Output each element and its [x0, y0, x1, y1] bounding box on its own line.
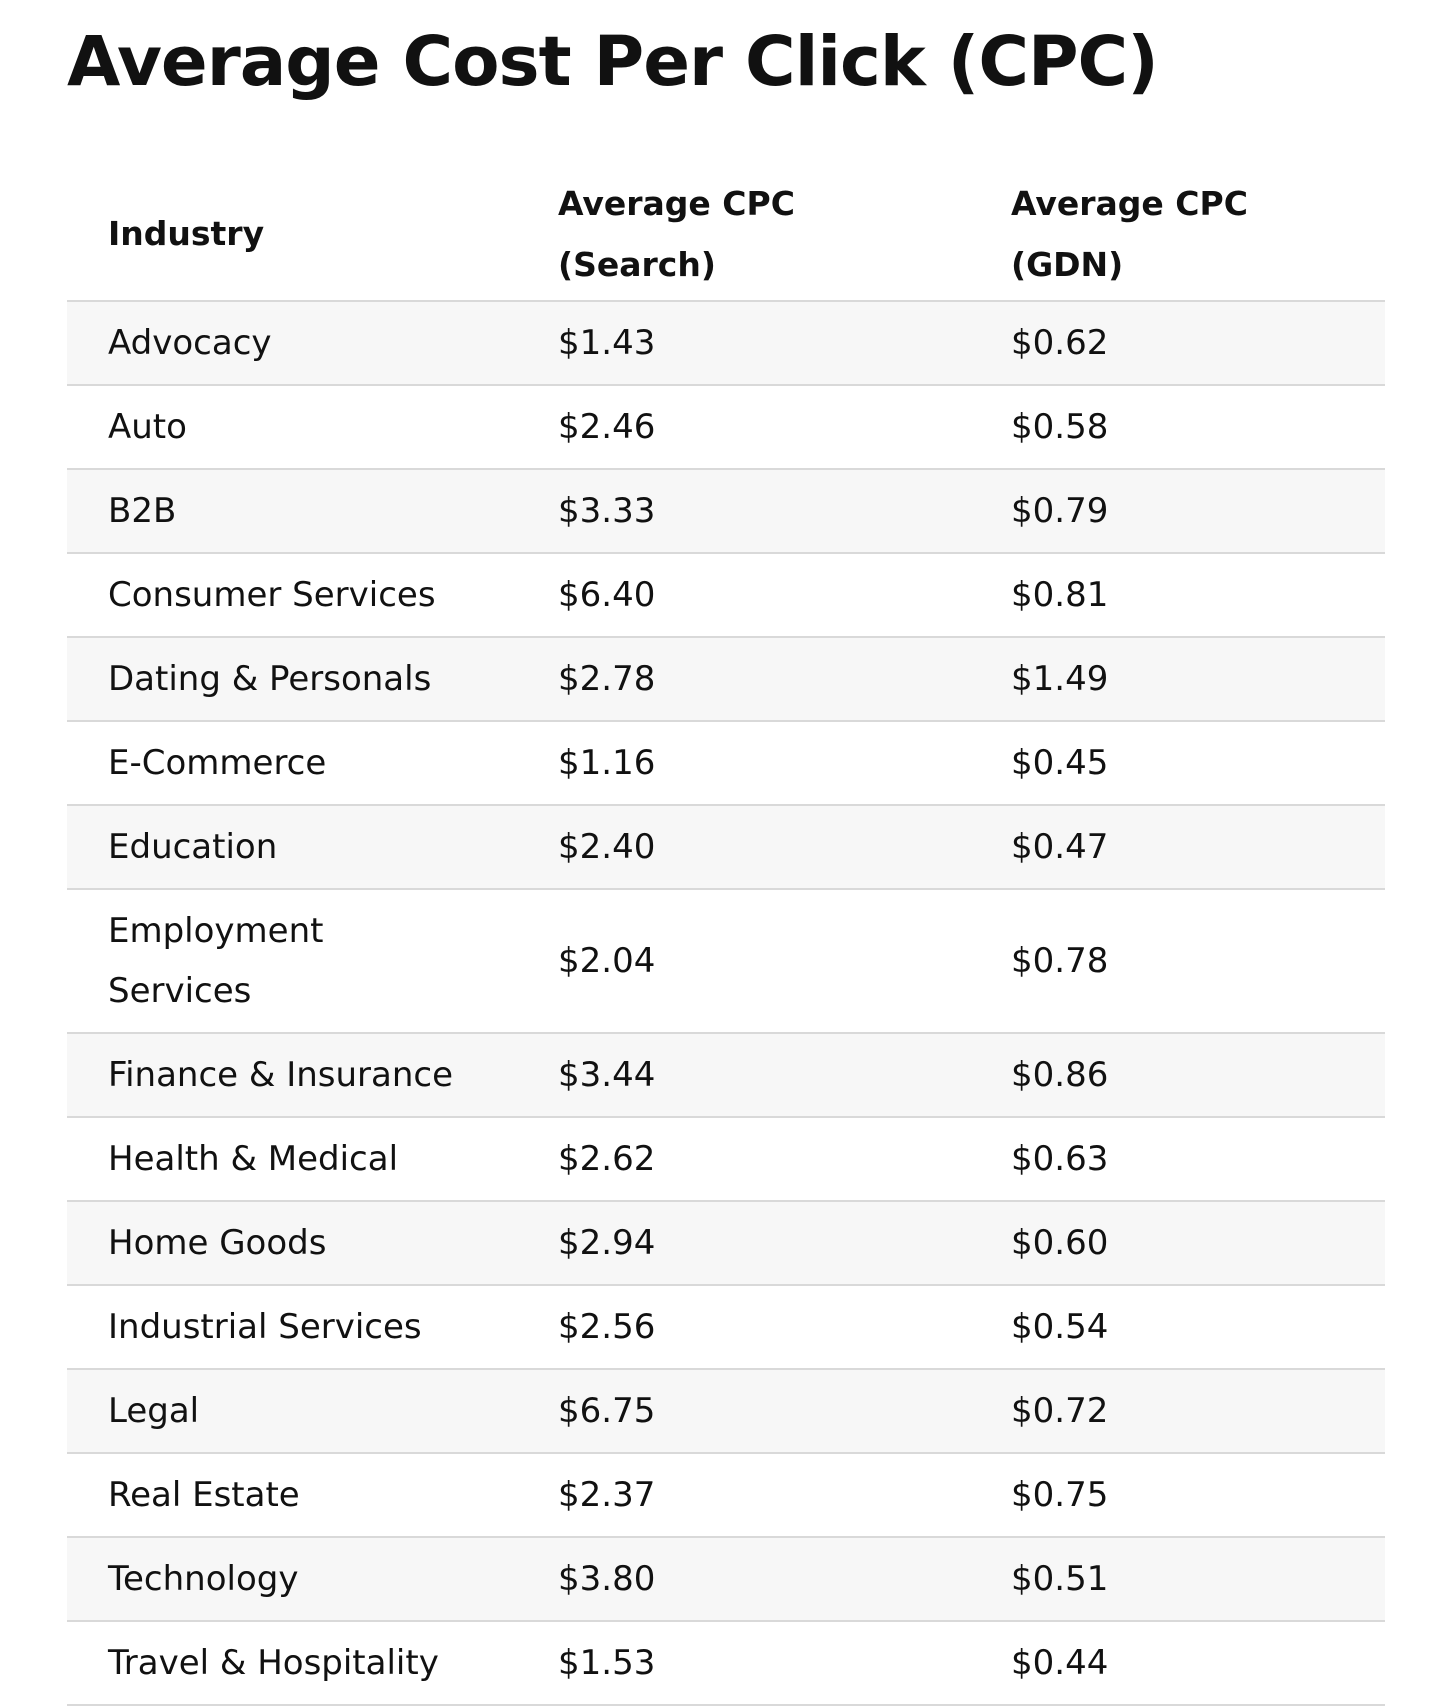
industry-cell: B2B: [67, 469, 517, 554]
header-gdn-cpc: Average CPC (GDN): [970, 167, 1385, 302]
industry-cell: Real Estate: [67, 1453, 517, 1538]
table-row: Technology $3.80 $0.51: [67, 1537, 1385, 1622]
table-row: Consumer Services $6.40 $0.81: [67, 553, 1385, 638]
search-cpc-cell: $3.33: [517, 469, 970, 554]
gdn-cpc-cell: $0.58: [970, 385, 1385, 470]
header-search-cpc: Average CPC (Search): [517, 167, 970, 302]
search-cpc-cell: $1.43: [517, 301, 970, 386]
header-row: Industry Average CPC (Search) Average CP…: [67, 167, 1385, 302]
gdn-cpc-cell: $0.54: [970, 1285, 1385, 1370]
gdn-cpc-cell: $0.81: [970, 553, 1385, 638]
cpc-table: Industry Average CPC (Search) Average CP…: [67, 167, 1385, 1706]
industry-cell: Home Goods: [67, 1201, 517, 1286]
industry-cell: Auto: [67, 385, 517, 470]
header-search-line1: Average CPC: [558, 183, 795, 223]
search-cpc-cell: $2.46: [517, 385, 970, 470]
page-title: Average Cost Per Click (CPC): [67, 22, 1159, 102]
header-gdn-line2: (GDN): [1011, 244, 1124, 284]
table-row: Finance & Insurance $3.44 $0.86: [67, 1033, 1385, 1118]
gdn-cpc-cell: $0.51: [970, 1537, 1385, 1622]
table-row: B2B $3.33 $0.79: [67, 469, 1385, 554]
industry-cell: E-Commerce: [67, 721, 517, 806]
search-cpc-cell: $3.80: [517, 1537, 970, 1622]
table-row: Industrial Services $2.56 $0.54: [67, 1285, 1385, 1370]
industry-cell: Legal: [67, 1369, 517, 1454]
gdn-cpc-cell: $0.45: [970, 721, 1385, 806]
table-row: Legal $6.75 $0.72: [67, 1369, 1385, 1454]
table-body: Advocacy $1.43 $0.62 Auto $2.46 $0.58 B2…: [67, 301, 1385, 1706]
search-cpc-cell: $2.62: [517, 1117, 970, 1202]
table-row: Employment Services $2.04 $0.78: [67, 889, 1385, 1034]
gdn-cpc-cell: $1.49: [970, 637, 1385, 722]
search-cpc-cell: $6.40: [517, 553, 970, 638]
gdn-cpc-cell: $0.63: [970, 1117, 1385, 1202]
search-cpc-cell: $2.56: [517, 1285, 970, 1370]
table-header: Industry Average CPC (Search) Average CP…: [67, 167, 1385, 302]
industry-cell: Dating & Personals: [67, 637, 517, 722]
gdn-cpc-cell: $0.62: [970, 301, 1385, 386]
header-industry-label: Industry: [108, 214, 265, 253]
table-row: Education $2.40 $0.47: [67, 805, 1385, 890]
search-cpc-cell: $6.75: [517, 1369, 970, 1454]
industry-cell: Employment Services: [67, 889, 517, 1034]
table-row: Health & Medical $2.62 $0.63: [67, 1117, 1385, 1202]
table-row: Home Goods $2.94 $0.60: [67, 1201, 1385, 1286]
table-row: Dating & Personals $2.78 $1.49: [67, 637, 1385, 722]
table-row: E-Commerce $1.16 $0.45: [67, 721, 1385, 806]
table-row: Auto $2.46 $0.58: [67, 385, 1385, 470]
industry-cell: Advocacy: [67, 301, 517, 386]
search-cpc-cell: $2.04: [517, 889, 970, 1034]
search-cpc-cell: $2.78: [517, 637, 970, 722]
table-row: Advocacy $1.43 $0.62: [67, 301, 1385, 386]
gdn-cpc-cell: $0.44: [970, 1621, 1385, 1706]
gdn-cpc-cell: $0.47: [970, 805, 1385, 890]
gdn-cpc-cell: $0.60: [970, 1201, 1385, 1286]
gdn-cpc-cell: $0.75: [970, 1453, 1385, 1538]
header-gdn-line1: Average CPC: [1011, 183, 1248, 223]
search-cpc-cell: $2.40: [517, 805, 970, 890]
gdn-cpc-cell: $0.72: [970, 1369, 1385, 1454]
header-industry: Industry: [67, 167, 517, 302]
industry-cell: Finance & Insurance: [67, 1033, 517, 1118]
industry-cell: Education: [67, 805, 517, 890]
search-cpc-cell: $1.16: [517, 721, 970, 806]
search-cpc-cell: $2.37: [517, 1453, 970, 1538]
industry-cell: Travel & Hospitality: [67, 1621, 517, 1706]
gdn-cpc-cell: $0.79: [970, 469, 1385, 554]
search-cpc-cell: $3.44: [517, 1033, 970, 1118]
table-row: Travel & Hospitality $1.53 $0.44: [67, 1621, 1385, 1706]
gdn-cpc-cell: $0.86: [970, 1033, 1385, 1118]
industry-cell: Consumer Services: [67, 553, 517, 638]
table-row: Real Estate $2.37 $0.75: [67, 1453, 1385, 1538]
search-cpc-cell: $2.94: [517, 1201, 970, 1286]
industry-cell: Industrial Services: [67, 1285, 517, 1370]
gdn-cpc-cell: $0.78: [970, 889, 1385, 1034]
industry-cell: Health & Medical: [67, 1117, 517, 1202]
header-search-line2: (Search): [558, 244, 716, 284]
industry-cell: Technology: [67, 1537, 517, 1622]
search-cpc-cell: $1.53: [517, 1621, 970, 1706]
